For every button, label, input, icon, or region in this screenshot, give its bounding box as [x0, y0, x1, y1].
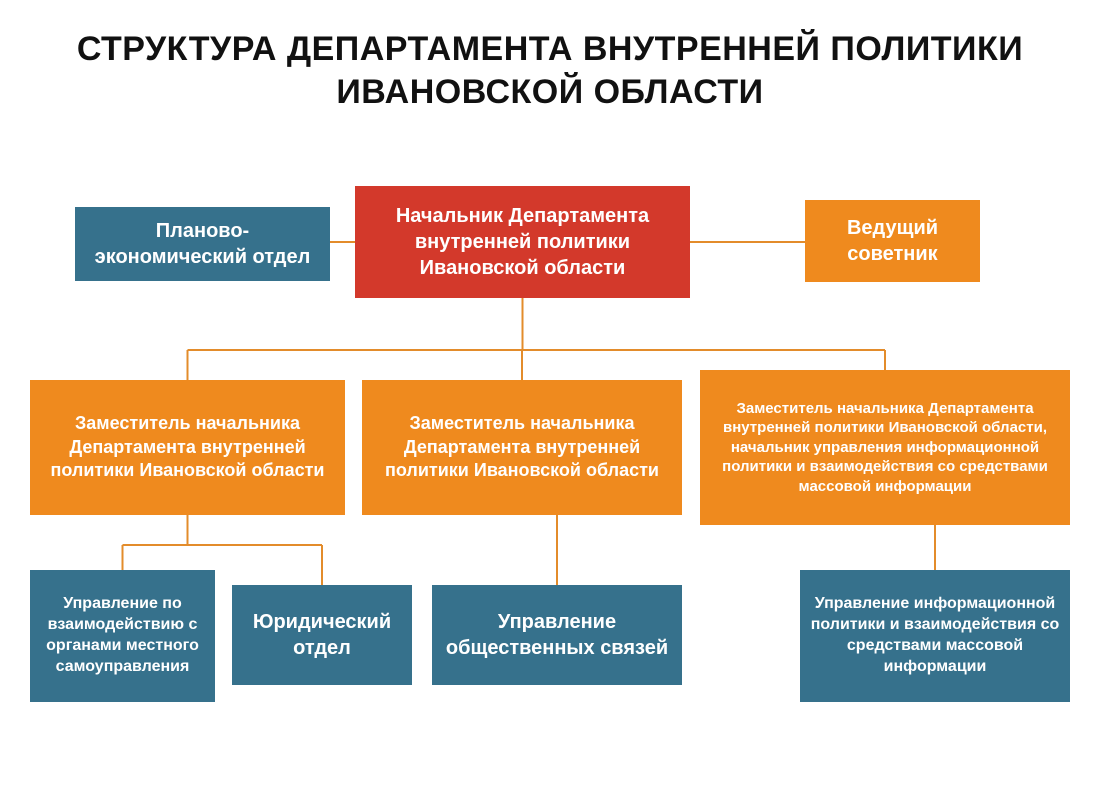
org-node-adv: Ведущий советник [805, 200, 980, 282]
org-node-head: Начальник Департамента внутренней полити… [355, 186, 690, 298]
org-node-u4: Управление информационной политики и вза… [800, 570, 1070, 702]
org-node-u3: Управление общественных связей [432, 585, 682, 685]
org-node-dep2: Заместитель начальника Департамента внут… [362, 380, 682, 515]
org-node-plan: Планово-экономический отдел [75, 207, 330, 281]
org-node-dep1: Заместитель начальника Департамента внут… [30, 380, 345, 515]
page-title: СТРУКТУРА ДЕПАРТАМЕНТА ВНУТРЕННЕЙ ПОЛИТИ… [0, 0, 1100, 113]
org-node-u2: Юридический отдел [232, 585, 412, 685]
org-node-dep3: Заместитель начальника Департамента внут… [700, 370, 1070, 525]
org-node-u1: Управление по взаимодействию с органами … [30, 570, 215, 702]
